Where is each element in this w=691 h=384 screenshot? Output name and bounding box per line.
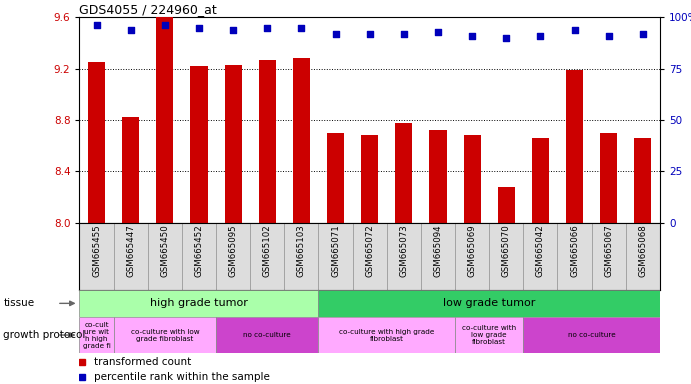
Bar [284, 223, 319, 290]
Point [160, 22, 171, 28]
Bar [464, 136, 481, 223]
Text: GSM665067: GSM665067 [604, 225, 613, 278]
Bar [558, 223, 591, 290]
Point [125, 26, 136, 33]
Point [433, 28, 444, 35]
Bar [455, 223, 489, 290]
Text: GSM665455: GSM665455 [92, 225, 101, 278]
Text: co-culture with low
grade fibroblast: co-culture with low grade fibroblast [131, 329, 199, 341]
Point [501, 35, 512, 41]
Text: GSM665066: GSM665066 [570, 225, 579, 278]
Bar [319, 290, 660, 317]
Bar [156, 17, 173, 223]
Text: co-cult
ure wit
h high
grade fi: co-cult ure wit h high grade fi [83, 321, 111, 349]
Text: no co-culture: no co-culture [568, 332, 616, 338]
Bar [319, 223, 352, 290]
Text: GSM665073: GSM665073 [399, 225, 408, 278]
Point [535, 33, 546, 39]
Point [637, 31, 648, 37]
Point [398, 31, 409, 37]
Point [91, 22, 102, 28]
Bar [216, 317, 319, 353]
Bar [395, 122, 413, 223]
Point [193, 25, 205, 31]
Bar [489, 223, 523, 290]
Bar [498, 187, 515, 223]
Bar [523, 317, 660, 353]
Text: co-culture with high grade
fibroblast: co-culture with high grade fibroblast [339, 329, 435, 341]
Bar [591, 223, 626, 290]
Text: no co-culture: no co-culture [243, 332, 291, 338]
Bar [113, 317, 216, 353]
Text: low grade tumor: low grade tumor [443, 298, 536, 308]
Bar [113, 223, 148, 290]
Bar [79, 290, 319, 317]
Bar [352, 223, 387, 290]
Text: GSM665095: GSM665095 [229, 225, 238, 277]
Bar [191, 66, 207, 223]
Bar [327, 133, 344, 223]
Text: GSM665069: GSM665069 [468, 225, 477, 277]
Point [603, 33, 614, 39]
Point [227, 26, 238, 33]
Text: tissue: tissue [3, 298, 35, 308]
Bar [319, 317, 455, 353]
Text: GSM665450: GSM665450 [160, 225, 169, 278]
Text: co-culture with
low grade
fibroblast: co-culture with low grade fibroblast [462, 325, 516, 345]
Bar [79, 223, 113, 290]
Text: GSM665102: GSM665102 [263, 225, 272, 278]
Text: GSM665042: GSM665042 [536, 225, 545, 278]
Text: GSM665071: GSM665071 [331, 225, 340, 278]
Text: GSM665447: GSM665447 [126, 225, 135, 278]
Text: GSM665103: GSM665103 [297, 225, 306, 278]
Text: transformed count: transformed count [94, 358, 191, 367]
Point [296, 25, 307, 31]
Bar [88, 62, 105, 223]
Point [569, 26, 580, 33]
Bar [532, 138, 549, 223]
Text: GSM665068: GSM665068 [638, 225, 647, 278]
Bar [455, 317, 523, 353]
Bar [250, 223, 284, 290]
Bar [634, 138, 652, 223]
Bar [421, 223, 455, 290]
Bar [523, 223, 558, 290]
Bar [258, 60, 276, 223]
Bar [600, 133, 617, 223]
Text: growth protocol: growth protocol [3, 330, 86, 340]
Bar [216, 223, 250, 290]
Point [466, 33, 477, 39]
Text: GDS4055 / 224960_at: GDS4055 / 224960_at [79, 3, 217, 16]
Bar [122, 118, 139, 223]
Bar [148, 223, 182, 290]
Bar [182, 223, 216, 290]
Point [364, 31, 375, 37]
Point [262, 25, 273, 31]
Bar [293, 58, 310, 223]
Text: GSM665072: GSM665072 [365, 225, 375, 278]
Text: GSM665094: GSM665094 [433, 225, 442, 277]
Point [330, 31, 341, 37]
Text: percentile rank within the sample: percentile rank within the sample [94, 371, 270, 382]
Bar [566, 70, 583, 223]
Bar [79, 317, 113, 353]
Bar [429, 130, 446, 223]
Text: GSM665070: GSM665070 [502, 225, 511, 278]
Bar [626, 223, 660, 290]
Bar [387, 223, 421, 290]
Bar [361, 136, 378, 223]
Text: high grade tumor: high grade tumor [150, 298, 248, 308]
Bar [225, 65, 242, 223]
Text: GSM665452: GSM665452 [194, 225, 203, 278]
